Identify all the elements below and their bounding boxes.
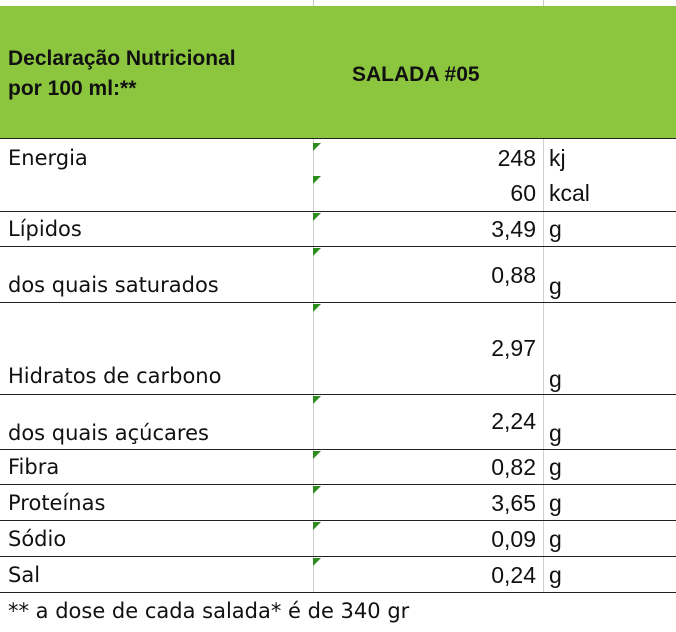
row-value: 0,82 (491, 454, 536, 480)
row-unit: kj (549, 145, 566, 171)
row-value: 248 (497, 145, 536, 171)
row-label: Hidratos de carbono (8, 364, 222, 388)
row-label: Sal (8, 563, 41, 587)
row-unit: g (549, 366, 562, 392)
row-value: 2,97 (491, 335, 536, 361)
gridline (543, 0, 544, 6)
cell-indicator-icon (313, 304, 321, 312)
row-border (0, 302, 676, 303)
cell-indicator-icon (313, 213, 321, 221)
table-header: Declaração Nutricional por 100 ml:** SAL… (0, 6, 676, 138)
row-value: 0,88 (491, 262, 536, 288)
row-value: 2,24 (491, 408, 536, 434)
row-label: dos quais saturados (8, 273, 219, 297)
cell-indicator-icon (313, 248, 321, 256)
row-border (0, 211, 676, 212)
row-label: Sódio (8, 527, 67, 551)
row-border (0, 556, 676, 557)
row-value: 60 (510, 180, 536, 206)
cell-indicator-icon (313, 486, 321, 494)
row-label: Energia (8, 146, 88, 170)
row-unit: kcal (549, 180, 590, 206)
row-border (0, 520, 676, 521)
header-label: Declaração Nutricional por 100 ml:** (8, 44, 236, 104)
footnote: ** a dose de cada salada* é de 340 gr (8, 599, 410, 623)
row-border (0, 484, 676, 485)
row-unit: g (549, 273, 562, 299)
row-border (0, 246, 676, 247)
cell-indicator-icon (313, 176, 321, 184)
row-unit: g (549, 490, 562, 516)
gridline (313, 0, 314, 6)
header-label-line2: por 100 ml:** (8, 77, 137, 100)
row-value: 3,65 (491, 490, 536, 516)
row-label: Proteínas (8, 491, 106, 515)
row-value: 0,24 (491, 562, 536, 588)
row-unit: g (549, 526, 562, 552)
row-border (0, 449, 676, 450)
header-label-line1: Declaração Nutricional (8, 47, 236, 70)
cell-indicator-icon (313, 143, 321, 151)
product-name: SALADA #05 (352, 63, 480, 86)
row-border (0, 394, 676, 395)
row-label: Fibra (8, 455, 60, 479)
row-unit: g (549, 216, 562, 242)
cell-indicator-icon (313, 522, 321, 530)
row-value: 3,49 (491, 216, 536, 242)
column-gridline (543, 138, 544, 592)
row-border (0, 592, 676, 593)
row-label: dos quais açúcares (8, 421, 209, 445)
sheet-top-strip (0, 0, 676, 6)
row-unit: g (549, 562, 562, 588)
column-gridline (313, 138, 314, 592)
row-label: Lípidos (8, 217, 82, 241)
row-unit: g (549, 420, 562, 446)
row-value: 0,09 (491, 526, 536, 552)
cell-indicator-icon (313, 396, 321, 404)
row-border (0, 138, 676, 139)
cell-indicator-icon (313, 451, 321, 459)
cell-indicator-icon (313, 558, 321, 566)
row-unit: g (549, 454, 562, 480)
